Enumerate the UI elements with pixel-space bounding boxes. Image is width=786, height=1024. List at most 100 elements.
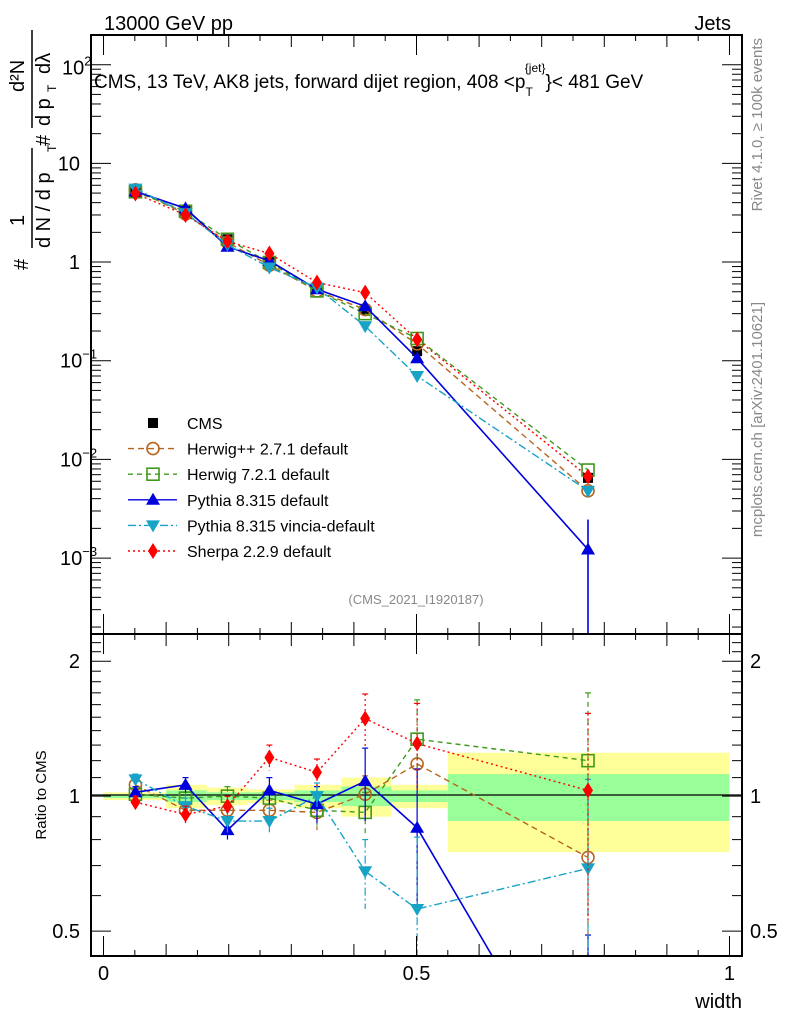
header-right: Jets <box>694 13 731 35</box>
legend-marker <box>148 543 158 559</box>
ratio-marker <box>360 710 371 727</box>
ratio-marker <box>130 794 141 811</box>
ylabel-num-2: d²N <box>7 60 29 92</box>
title-prefix: CMS, 13 TeV, AK8 jets, forward dijet reg… <box>94 72 525 93</box>
series-marker <box>130 185 141 202</box>
ratio-panel: 0.5 0.51 12 2 0 0.5 1 Ratio to CMS width <box>33 633 778 1013</box>
ratio-x-axis: 0 0.5 1 <box>98 634 735 985</box>
y-tick-label: 10−3 <box>60 544 97 570</box>
chart-title: CMS, 13 TeV, AK8 jets, forward dijet reg… <box>94 61 644 99</box>
legend-item: Pythia 8.315 default <box>128 492 329 510</box>
main-x-ticks <box>103 35 730 634</box>
header-left: 13000 GeV pp <box>104 13 233 35</box>
ratio-y-tick-label: 2 <box>69 651 80 673</box>
y-tick-label: 10−2 <box>60 445 97 471</box>
legend-marker <box>146 441 160 456</box>
cms-data-point <box>412 346 423 357</box>
series-marker <box>410 371 425 384</box>
main-y-axis-label: # 1 d N / d p T # d²N d p T dλ <box>7 30 59 270</box>
ratio-marker <box>262 816 277 829</box>
stat-uncertainty-band <box>341 786 392 807</box>
series-marker <box>583 468 594 485</box>
ratio-marker <box>178 777 193 790</box>
series-line-sherpa-2-2-9-default <box>135 192 589 478</box>
ratio-y-axis: 0.5 0.5 1 1 2 2 <box>52 642 778 943</box>
series-line-pythia-8-315-vincia-default <box>135 187 589 492</box>
legend-item: Sherpa 2.2.9 default <box>128 543 332 561</box>
ratio-line-herwig-7-2-1-default <box>135 738 589 814</box>
title-superscript: {jet} <box>525 61 546 75</box>
ylabel-den2-sub: T <box>45 84 59 92</box>
ratio-marker <box>410 904 425 917</box>
series-marker <box>581 485 596 498</box>
stat-uncertainty-band <box>391 790 448 803</box>
x-axis-label: width <box>694 991 742 1013</box>
rivet-label: Rivet 4.1.0, ≥ 100k events <box>749 38 766 211</box>
ratio-marker <box>309 791 324 804</box>
x-tick-label: 1 <box>724 963 735 985</box>
ratio-marker <box>358 774 373 787</box>
legend-label: Herwig++ 2.7.1 default <box>187 442 349 459</box>
ratio-line-pythia-8-315-default <box>135 780 494 956</box>
ratio-y-tick-label-right: 0.5 <box>750 921 778 943</box>
ratio-y-tick-label-right: 2 <box>750 651 761 673</box>
ylabel-num-1: 1 <box>7 215 29 226</box>
y-tick-label: 102 <box>62 54 91 80</box>
series-line-pythia-8-315-default <box>135 190 589 551</box>
stat-uncertainty-band <box>447 774 730 822</box>
ratio-marker <box>262 783 277 796</box>
title-suffix: }< 481 GeV <box>546 72 644 93</box>
ratio-y-tick-label-right: 1 <box>750 786 761 808</box>
ratio-series-layer <box>128 692 596 956</box>
ratio-y-axis-label: Ratio to CMS <box>33 750 50 839</box>
ratio-marker <box>311 764 322 781</box>
ratio-marker <box>220 816 235 829</box>
ratio-marker <box>412 735 423 752</box>
ratio-marker <box>264 749 275 766</box>
analysis-label: (CMS_2021_I1920187) <box>348 592 483 607</box>
ylabel-den-2: d p <box>33 98 55 126</box>
y-tick-label: 10−1 <box>60 347 97 373</box>
ratio-marker <box>358 866 373 879</box>
main-panel: 102 10 1 10−1 10−2 10−3 CMS, 13 TeV, AK8 jets… <box>7 30 743 635</box>
ratio-y-tick-label: 0.5 <box>52 921 80 943</box>
legend-item: Pythia 8.315 vincia-default <box>128 518 375 535</box>
series-marker <box>264 245 275 262</box>
ratio-y-tick-label: 1 <box>69 786 80 808</box>
ratio-marker <box>222 798 233 815</box>
series-marker <box>358 321 373 334</box>
ratio-marker <box>410 820 425 833</box>
legend-marker <box>146 467 160 482</box>
ylabel-den-sub-1: T <box>45 144 59 152</box>
mcplots-label: mcplots.cern.ch [arXiv:2401.10621] <box>749 302 766 537</box>
legend-label: Sherpa 2.2.9 default <box>187 544 332 561</box>
ylabel-hash-2: # <box>33 134 55 146</box>
title-subscript: T <box>525 85 533 99</box>
series-marker <box>222 233 233 250</box>
legend-marker <box>146 492 160 505</box>
x-tick-label: 0.5 <box>403 963 431 985</box>
stat-uncertainty-band <box>247 792 295 801</box>
series-marker <box>180 206 191 223</box>
stat-uncertainty-band <box>166 790 207 803</box>
legend-label: CMS <box>187 416 223 433</box>
legend-marker <box>146 520 160 533</box>
legend-marker <box>148 418 158 428</box>
ratio-line-pythia-8-315-vincia-default <box>135 778 589 910</box>
series-marker <box>358 299 373 312</box>
legend-item: Herwig++ 2.7.1 default <box>128 442 349 459</box>
ratio-marker <box>128 785 143 798</box>
y-tick-label: 1 <box>69 252 80 274</box>
ratio-marker <box>128 774 143 787</box>
x-tick-label: 0 <box>98 963 109 985</box>
y-tick-label: 10 <box>58 153 80 175</box>
legend-label: Herwig 7.2.1 default <box>187 467 330 484</box>
legend-label: Pythia 8.315 vincia-default <box>187 518 375 535</box>
series-marker <box>311 274 322 291</box>
series-marker <box>262 262 277 275</box>
series-marker <box>412 331 423 348</box>
ratio-marker <box>583 782 594 799</box>
legend: CMS Herwig++ 2.7.1 default Herwig 7.2.1 de… <box>128 416 375 561</box>
series-marker <box>360 284 371 301</box>
